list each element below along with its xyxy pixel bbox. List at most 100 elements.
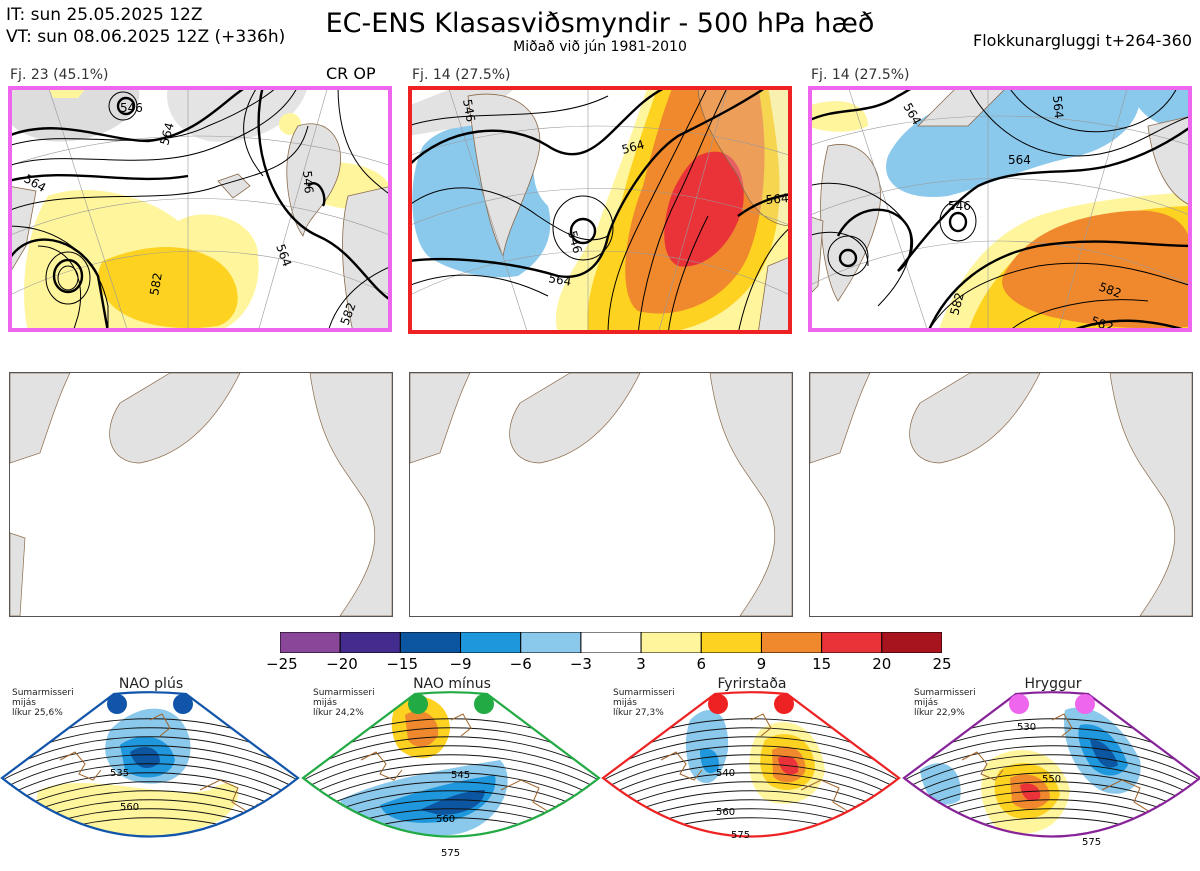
regime-probability: líkur 24,2% <box>313 708 364 718</box>
contour-label: 545 <box>451 770 470 781</box>
regime-probability: líkur 25,6% <box>12 708 63 718</box>
regime-border <box>301 691 601 838</box>
regime-marker-dot <box>474 694 494 714</box>
contour-label: 575 <box>441 848 460 859</box>
regime-marker-dot <box>408 694 428 714</box>
anomaly-shading <box>130 747 160 768</box>
contour-label: 575 <box>1082 837 1101 848</box>
cluster-2-frame <box>408 86 792 334</box>
colorbar-tick-label: −9 <box>449 655 472 673</box>
classification-window: Flokkunargluggi t+264-360 <box>973 31 1192 50</box>
initial-time: IT: sun 25.05.2025 12Z <box>6 5 203 25</box>
valid-time: VT: sun 08.06.2025 12Z (+336h) <box>6 27 286 47</box>
height-contour <box>303 772 599 815</box>
height-contour <box>2 754 298 797</box>
height-contour <box>904 772 1200 815</box>
height-contour <box>904 745 1200 788</box>
regime-probability: líkur 27,3% <box>613 708 664 718</box>
cluster-1-op-label: CR OP <box>326 64 376 83</box>
coastline <box>660 713 860 837</box>
height-contour <box>904 763 1200 806</box>
height-contour <box>603 763 899 806</box>
colorbar-tick-label: −15 <box>386 655 419 673</box>
regime-name: Fyrirstaða <box>717 676 787 692</box>
regime-caption: mijás <box>613 698 637 708</box>
contour-label: 530 <box>1017 722 1036 733</box>
regime-marker-dot <box>173 694 193 714</box>
regime-marker-dot <box>1075 694 1095 714</box>
cluster-3-frame <box>808 86 1192 332</box>
empty-map-2 <box>409 372 793 617</box>
regime-name: Hryggur <box>1024 676 1082 692</box>
run-info: IT: sun 25.05.2025 12Z VT: sun 08.06.202… <box>6 4 285 48</box>
regime-caption: Sumarmisseri <box>613 688 675 698</box>
contour-label: 564 <box>1050 95 1066 119</box>
regime-name: NAO plús <box>118 676 184 692</box>
height-contour <box>2 772 298 815</box>
anomaly-shading <box>1015 848 1041 861</box>
colorbar-tick-label: 20 <box>872 655 892 673</box>
regime-map: 530 550 575 <box>902 691 1200 861</box>
regime-probability: líkur 22,9% <box>914 708 965 718</box>
cluster-1-label: Fj. 23 (45.1%) <box>10 67 109 83</box>
colorbar-tick-label: 3 <box>636 655 646 673</box>
contour-label: 582 <box>1089 314 1115 332</box>
colorbar-tick-label: −3 <box>569 655 592 673</box>
regime-map: 545 560 575 <box>301 691 601 859</box>
regime-info: Sumarmisseri mijás líkur 22,9% <box>914 688 976 718</box>
colorbar-tick-label: 9 <box>756 655 767 673</box>
empty-map-1 <box>9 372 393 617</box>
height-contour <box>603 754 899 797</box>
regime-info: Sumarmisseri mijás líkur 27,3% <box>613 688 675 718</box>
height-contour <box>603 745 899 788</box>
colorbar-tick-label: 15 <box>812 655 832 673</box>
regime-caption: mijás <box>313 698 337 708</box>
regime-marker-dot <box>708 694 728 714</box>
regime-name: NAO mínus <box>413 676 491 692</box>
contour-label: 546 <box>300 170 316 194</box>
contour-label: 535 <box>110 768 129 779</box>
empty-map-3 <box>809 372 1193 617</box>
contour-label: 550 <box>1042 774 1061 785</box>
regime-caption: mijás <box>12 698 36 708</box>
colorbar-tick-label: −6 <box>509 655 532 673</box>
regime-caption: Sumarmisseri <box>12 688 74 698</box>
contour-label: 582 <box>947 291 966 317</box>
cluster-1-frame <box>8 86 392 332</box>
colorbar-tick-label: 6 <box>696 655 707 673</box>
regime-info: Sumarmisseri mijás líkur 24,2% <box>313 688 375 718</box>
contour-label: 540 <box>716 768 735 779</box>
coastline <box>961 713 1161 837</box>
anomaly-shading <box>920 763 961 805</box>
contour-label: 582 <box>147 272 165 297</box>
contour-label: 575 <box>731 830 750 841</box>
height-contour <box>2 745 298 788</box>
regime-info: Sumarmisseri mijás líkur 25,6% <box>12 688 74 718</box>
page-title: EC-ENS Klasasviðsmyndir - 500 hPa hæð <box>325 8 875 39</box>
cluster-2-map: 546 564 546 564 564 <box>408 86 792 334</box>
colorbar <box>279 631 943 654</box>
regime-border <box>601 691 901 838</box>
contour-label: 564 <box>547 271 572 289</box>
colorbar-tick-label: 25 <box>932 655 952 673</box>
colorbar-tick-label: −25 <box>266 655 298 673</box>
contour-label: 564 <box>157 121 176 147</box>
anomaly-shading <box>1090 739 1118 768</box>
cluster-3-map: 564 564 564 546 582 582 582 <box>808 86 1192 332</box>
contour-label: 560 <box>120 802 139 813</box>
regime-caption: Sumarmisseri <box>914 688 976 698</box>
regime-marker-dot <box>1009 694 1029 714</box>
page-subtitle: Miðað við jún 1981-2010 <box>513 39 687 55</box>
cluster-3-label: Fj. 14 (27.5%) <box>811 67 910 83</box>
contour-label: 546 <box>948 199 971 213</box>
height-contour <box>904 754 1200 797</box>
height-contour <box>303 745 599 788</box>
height-contours <box>8 86 392 332</box>
height-contour <box>303 754 599 797</box>
contour-label: 560 <box>716 807 735 818</box>
coastline <box>360 713 560 837</box>
height-contour <box>303 763 599 806</box>
height-contour <box>303 817 599 837</box>
graticule <box>8 86 392 332</box>
